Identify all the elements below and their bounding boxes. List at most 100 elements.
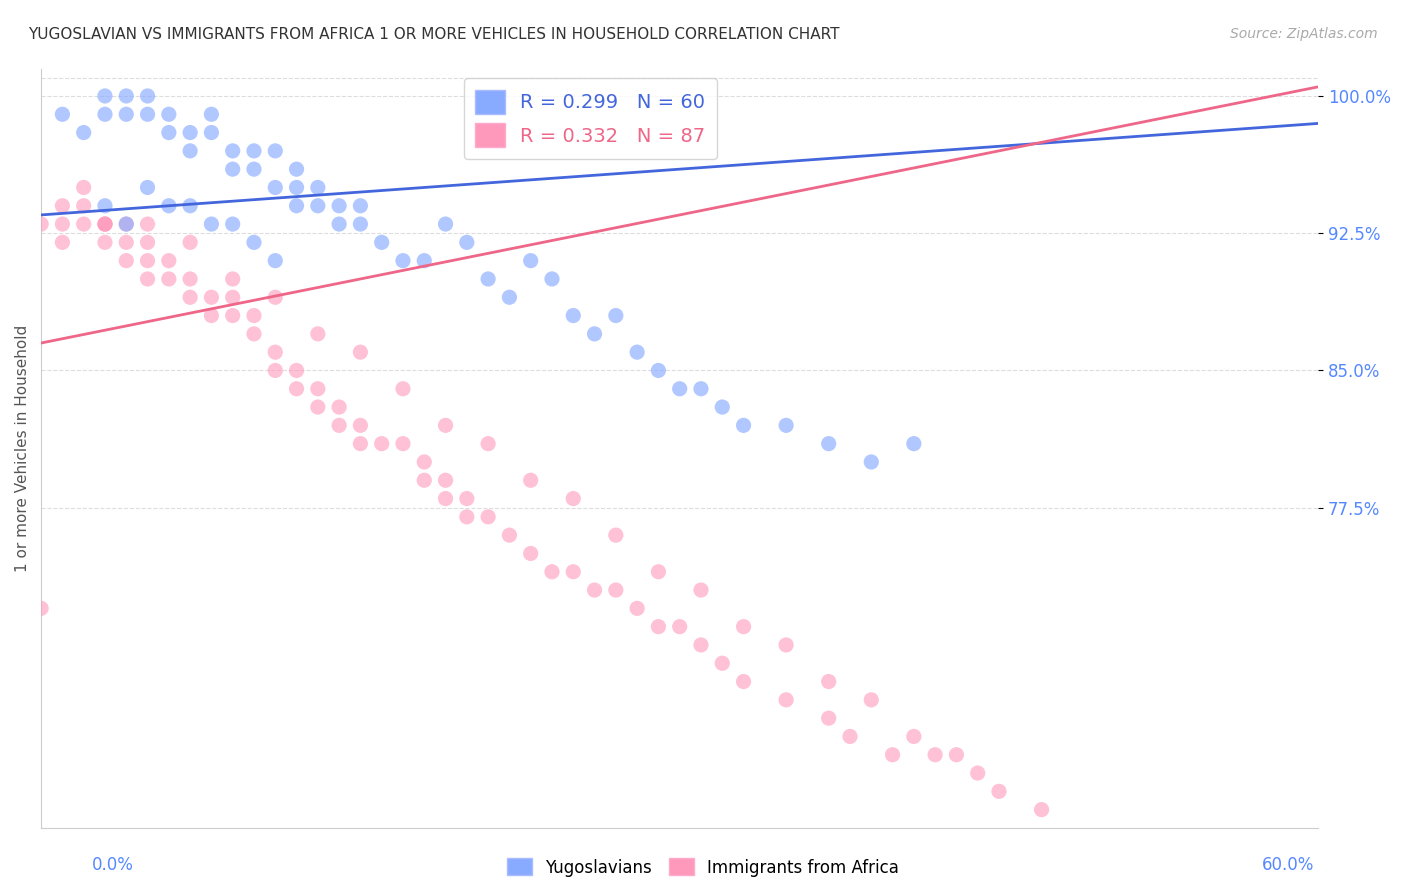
Point: [583, 326, 606, 341]
Point: [817, 711, 839, 725]
Point: [477, 509, 499, 524]
Point: [924, 747, 946, 762]
Point: [456, 509, 478, 524]
Point: [434, 418, 457, 433]
Point: [519, 473, 541, 487]
Point: [413, 455, 436, 469]
Point: [413, 473, 436, 487]
Point: [179, 199, 201, 213]
Point: [221, 290, 243, 304]
Point: [817, 436, 839, 450]
Point: [243, 309, 266, 323]
Point: [498, 528, 520, 542]
Point: [647, 620, 669, 634]
Point: [690, 582, 713, 597]
Point: [307, 400, 329, 414]
Point: [264, 180, 287, 194]
Point: [179, 290, 201, 304]
Point: [349, 345, 371, 359]
Point: [477, 436, 499, 450]
Point: [562, 565, 585, 579]
Point: [817, 674, 839, 689]
Point: [1031, 803, 1053, 817]
Point: [434, 491, 457, 506]
Point: [647, 363, 669, 377]
Point: [115, 217, 138, 231]
Point: [94, 89, 117, 103]
Point: [392, 382, 415, 396]
Point: [243, 144, 266, 158]
Point: [200, 217, 222, 231]
Point: [115, 235, 138, 250]
Y-axis label: 1 or more Vehicles in Household: 1 or more Vehicles in Household: [15, 325, 30, 572]
Point: [647, 565, 669, 579]
Point: [94, 107, 117, 121]
Point: [307, 382, 329, 396]
Point: [221, 144, 243, 158]
Point: [94, 217, 117, 231]
Point: [179, 272, 201, 286]
Point: [690, 382, 713, 396]
Point: [51, 235, 73, 250]
Point: [264, 363, 287, 377]
Point: [51, 217, 73, 231]
Point: [221, 309, 243, 323]
Point: [668, 382, 690, 396]
Point: [157, 253, 180, 268]
Point: [562, 491, 585, 506]
Point: [115, 217, 138, 231]
Point: [456, 491, 478, 506]
Point: [264, 253, 287, 268]
Point: [94, 217, 117, 231]
Point: [775, 693, 797, 707]
Point: [839, 730, 862, 744]
Point: [136, 253, 159, 268]
Point: [583, 582, 606, 597]
Point: [541, 272, 564, 286]
Point: [328, 199, 350, 213]
Point: [349, 199, 371, 213]
Point: [179, 235, 201, 250]
Point: [562, 309, 585, 323]
Point: [626, 601, 648, 615]
Point: [136, 180, 159, 194]
Point: [605, 528, 627, 542]
Point: [115, 89, 138, 103]
Point: [775, 638, 797, 652]
Legend: R = 0.299   N = 60, R = 0.332   N = 87: R = 0.299 N = 60, R = 0.332 N = 87: [464, 78, 717, 159]
Point: [349, 217, 371, 231]
Point: [200, 126, 222, 140]
Point: [882, 747, 904, 762]
Point: [605, 582, 627, 597]
Point: [945, 747, 967, 762]
Text: 60.0%: 60.0%: [1263, 856, 1315, 874]
Point: [115, 107, 138, 121]
Point: [711, 657, 734, 671]
Point: [136, 272, 159, 286]
Point: [690, 638, 713, 652]
Point: [264, 345, 287, 359]
Point: [328, 400, 350, 414]
Point: [179, 126, 201, 140]
Point: [434, 217, 457, 231]
Point: [328, 418, 350, 433]
Point: [285, 382, 308, 396]
Point: [179, 144, 201, 158]
Point: [285, 199, 308, 213]
Point: [264, 144, 287, 158]
Point: [285, 180, 308, 194]
Point: [200, 290, 222, 304]
Point: [413, 253, 436, 268]
Point: [903, 730, 925, 744]
Point: [307, 199, 329, 213]
Point: [370, 436, 392, 450]
Point: [285, 363, 308, 377]
Point: [243, 326, 266, 341]
Point: [307, 326, 329, 341]
Point: [860, 455, 883, 469]
Point: [51, 107, 73, 121]
Point: [73, 217, 96, 231]
Point: [477, 272, 499, 286]
Point: [73, 180, 96, 194]
Point: [73, 199, 96, 213]
